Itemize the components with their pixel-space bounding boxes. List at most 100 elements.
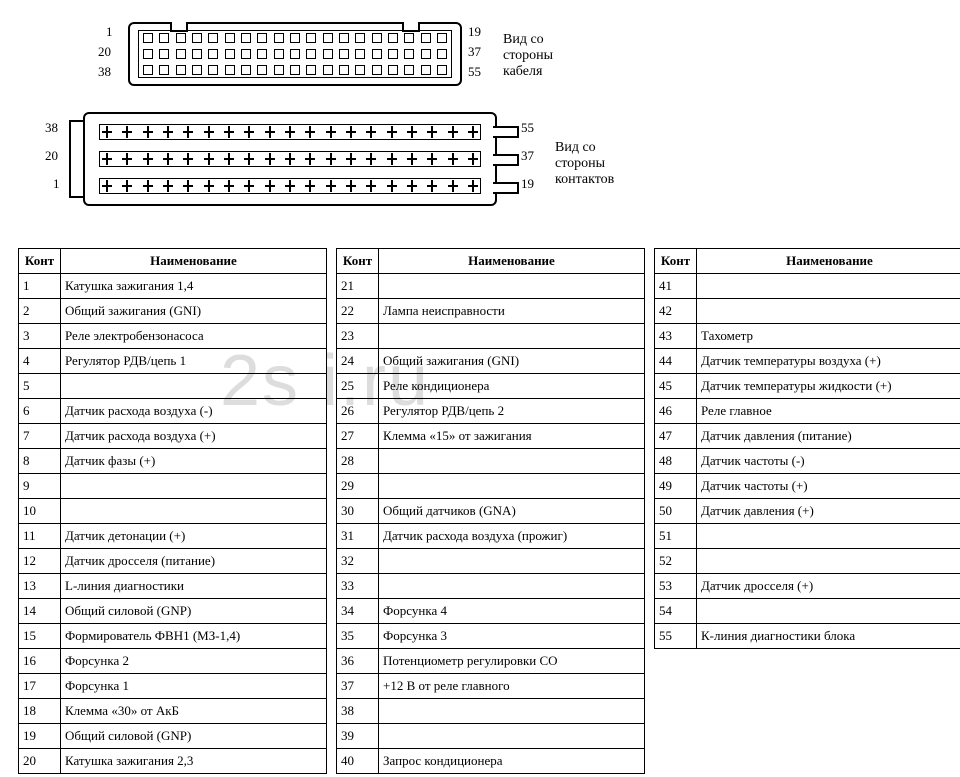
table-row: 4Регулятор РДВ/цепь 124Общий зажигания (… (19, 349, 960, 374)
pin-name: Датчик давления (+) (697, 499, 960, 524)
conn2-left-label-1: 38 (45, 120, 58, 136)
pin-name: Датчик частоты (-) (697, 449, 960, 474)
pin-number: 10 (19, 499, 61, 524)
pin-name (379, 274, 645, 299)
col-header-name: Наименование (61, 249, 327, 274)
pin-name: Потенциометр регулировки СО (379, 649, 645, 674)
pin-number: 21 (337, 274, 379, 299)
table-row: 19Общий силовой (GNP)39 (19, 724, 960, 749)
pin-name: Датчик расхода воздуха (-) (61, 399, 327, 424)
pin-name (379, 474, 645, 499)
pin-number: 3 (19, 324, 61, 349)
conn2-right-label-2: 37 (521, 148, 534, 164)
connector2-pin-rows (99, 124, 481, 194)
pin-name (697, 299, 960, 324)
table-row: 16Форсунка 2 36Потенциометр регулировки С… (19, 649, 960, 674)
pin-name: Датчик температуры воздуха (+) (697, 349, 960, 374)
pin-number: 16 (19, 649, 61, 674)
pin-name (697, 749, 960, 774)
col-header-num: Конт (19, 249, 61, 274)
pin-name (697, 549, 960, 574)
pin-number: 43 (655, 324, 697, 349)
pinout-table: Конт Наименование Конт Наименование Конт… (18, 248, 960, 774)
pin-number: 34 (337, 599, 379, 624)
pin-number: 30 (337, 499, 379, 524)
pin-name: Общий датчиков (GNA) (379, 499, 645, 524)
pin-name: Катушка зажигания 1,4 (61, 274, 327, 299)
connector1-pin-rows (138, 30, 452, 78)
pin-name: Датчик детонации (+) (61, 524, 327, 549)
pin-number: 23 (337, 324, 379, 349)
pin-number: 13 (19, 574, 61, 599)
pin-number: 8 (19, 449, 61, 474)
pin-number: 49 (655, 474, 697, 499)
pin-name: L-линия диагностики (61, 574, 327, 599)
conn1-right-label-1: 19 (468, 24, 481, 40)
pin-name (697, 274, 960, 299)
pin-name: Датчик расхода воздуха (+) (61, 424, 327, 449)
pin-name: Клемма «15» от зажигания (379, 424, 645, 449)
pin-number: 2 (19, 299, 61, 324)
pin-name: Общий силовой (GNP) (61, 599, 327, 624)
pin-number (655, 649, 697, 674)
pin-name: Датчик температуры жидкости (+) (697, 374, 960, 399)
table-row: 8Датчик фазы (+) 28 48Датчик частоты (-) (19, 449, 960, 474)
conn2-left-label-2: 20 (45, 148, 58, 164)
table-row: 1Катушка зажигания 1,42141 (19, 274, 960, 299)
table-body: 1Катушка зажигания 1,421412Общий зажиган… (19, 274, 960, 774)
pin-name: Датчик частоты (+) (697, 474, 960, 499)
pin-name (697, 724, 960, 749)
pin-name: Катушка зажигания 2,3 (61, 749, 327, 774)
pin-name: Форсунка 2 (61, 649, 327, 674)
pin-name (61, 474, 327, 499)
table-row: 15Формирователь ФВН1 (МЗ-1,4)35Форсунка … (19, 624, 960, 649)
pin-name: Датчик расхода воздуха (прожиг) (379, 524, 645, 549)
pin-number: 20 (19, 749, 61, 774)
pin-name (61, 374, 327, 399)
table-row: 1030Общий датчиков (GNA)50Датчик давлени… (19, 499, 960, 524)
pin-number: 44 (655, 349, 697, 374)
pin-number: 9 (19, 474, 61, 499)
pin-name (697, 649, 960, 674)
conn1-left-label-3: 38 (98, 64, 111, 80)
table-row: 2Общий зажигания (GNI)22Лампа неисправно… (19, 299, 960, 324)
pin-number: 27 (337, 424, 379, 449)
pin-number: 26 (337, 399, 379, 424)
pin-number: 45 (655, 374, 697, 399)
pin-number: 42 (655, 299, 697, 324)
pin-name: Регулятор РДВ/цепь 2 (379, 399, 645, 424)
connector-diagrams: 1 20 38 19 37 55 Вид со стороны кабеля 3… (18, 12, 942, 222)
pin-name: Датчик фазы (+) (61, 449, 327, 474)
pin-number: 48 (655, 449, 697, 474)
pin-name: +12 В от реле главного (379, 674, 645, 699)
pin-name: Реле главное (697, 399, 960, 424)
pin-name: Реле электробензонасоса (61, 324, 327, 349)
pin-name: Общий зажигания (GNI) (379, 349, 645, 374)
pin-name: Датчик дросселя (питание) (61, 549, 327, 574)
table-row: 11Датчик детонации (+)31Датчик расхода в… (19, 524, 960, 549)
pin-number: 5 (19, 374, 61, 399)
pin-number: 1 (19, 274, 61, 299)
pin-number: 32 (337, 549, 379, 574)
table-header-row: Конт Наименование Конт Наименование Конт… (19, 249, 960, 274)
pin-number (655, 749, 697, 774)
pin-number: 6 (19, 399, 61, 424)
pin-number: 18 (19, 699, 61, 724)
conn2-right-label-1: 55 (521, 120, 534, 136)
table-row: 18Клемма «30» от АкБ38 (19, 699, 960, 724)
pin-number: 28 (337, 449, 379, 474)
pin-number: 29 (337, 474, 379, 499)
table-row: 3Реле электробензонасоса2343Тахометр (19, 324, 960, 349)
conn1-left-label-2: 20 (98, 44, 111, 60)
col-header-num: Конт (655, 249, 697, 274)
pin-name: Датчик давления (питание) (697, 424, 960, 449)
table-row: 525Реле кондиционера45Датчик температуры… (19, 374, 960, 399)
table-row: 9 29 49Датчик частоты (+) (19, 474, 960, 499)
pin-number: 36 (337, 649, 379, 674)
pin-name (379, 549, 645, 574)
pin-number: 46 (655, 399, 697, 424)
table-row: 7Датчик расхода воздуха (+)27Клемма «15»… (19, 424, 960, 449)
pin-name: Клемма «30» от АкБ (61, 699, 327, 724)
pin-name: Форсунка 3 (379, 624, 645, 649)
pin-number: 55 (655, 624, 697, 649)
